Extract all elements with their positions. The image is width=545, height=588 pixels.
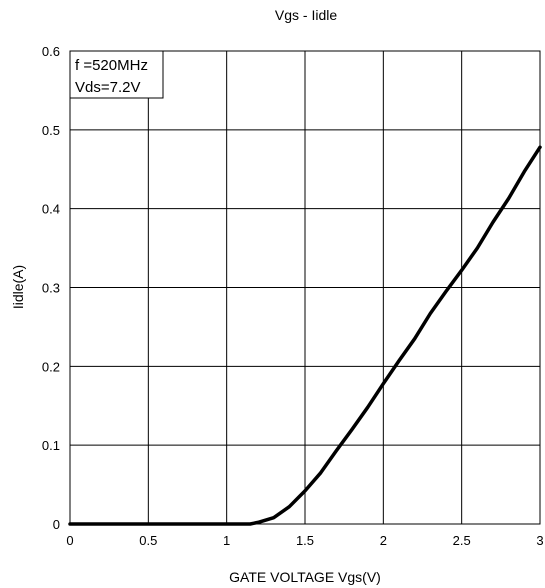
y-axis-ticks: 0 0.1 0.2 0.3 0.4 0.5 0.6	[42, 44, 60, 532]
x-tick-label: 0	[66, 533, 73, 548]
y-tick-label: 0.4	[42, 202, 60, 217]
series-line	[68, 145, 542, 526]
x-axis-ticks: 0 0.5 1 1.5 2 2.5 3	[66, 533, 543, 548]
chart-title: Vgs - Iidle	[275, 7, 337, 23]
x-tick-label: 1.5	[296, 533, 314, 548]
x-tick-label: 2.5	[453, 533, 471, 548]
annotation-frame	[69, 50, 164, 99]
y-tick-label: 0.2	[42, 359, 60, 374]
y-tick-label: 0.3	[42, 281, 60, 296]
annotation-line-frequency: f =520MHz	[75, 57, 148, 74]
y-tick-label: 0.5	[42, 123, 60, 138]
plot-frame	[69, 50, 541, 525]
x-tick-label: 2	[380, 533, 387, 548]
y-tick-label: 0.6	[42, 44, 60, 59]
annotation-line-vds: Vds=7.2V	[75, 79, 140, 96]
x-tick-label: 3	[536, 533, 543, 548]
x-axis-title: GATE VOLTAGE Vgs(V)	[229, 569, 381, 585]
y-tick-label: 0	[53, 517, 60, 532]
x-tick-label: 0.5	[139, 533, 157, 548]
y-axis-title: Iidle(A)	[10, 265, 26, 309]
x-tick-label: 1	[223, 533, 230, 548]
annotation-box: f =520MHz Vds=7.2V	[69, 50, 164, 99]
y-tick-label: 0.1	[42, 438, 60, 453]
grid	[70, 51, 540, 524]
